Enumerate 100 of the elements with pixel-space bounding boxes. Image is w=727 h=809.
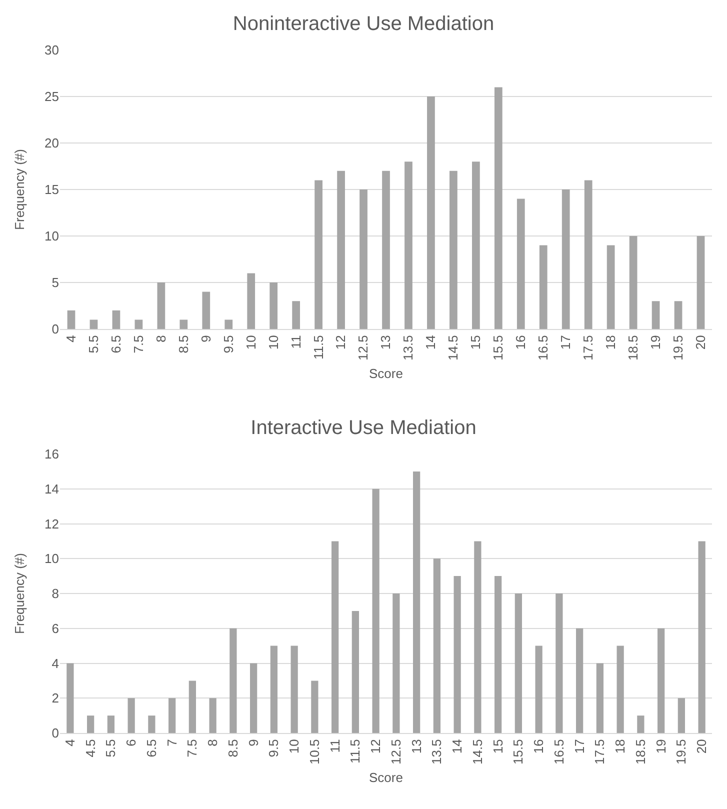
bar <box>247 273 256 329</box>
y-axis-title: Frequency (#) <box>12 149 27 230</box>
bar <box>209 698 216 733</box>
y-tick-label: 15 <box>44 182 59 198</box>
bar <box>90 320 98 329</box>
x-tick-label: 10 <box>286 739 302 754</box>
y-tick-label: 2 <box>52 690 59 706</box>
x-tick-label: 8.5 <box>176 335 191 354</box>
bar <box>382 170 390 329</box>
bar <box>404 162 412 329</box>
bar <box>360 190 368 329</box>
bar <box>87 716 94 733</box>
x-tick-label: 19 <box>653 739 668 754</box>
x-tick-label: 14 <box>423 335 438 350</box>
x-tick-label: 9.5 <box>220 335 236 354</box>
x-tick-label: 11.5 <box>348 739 363 764</box>
bar <box>332 541 339 733</box>
x-tick-label: 15 <box>490 739 506 754</box>
y-tick-label: 8 <box>52 586 59 602</box>
x-axis-title: Score <box>369 770 403 785</box>
x-tick-label: 17 <box>558 335 574 350</box>
x-tick-label: 9 <box>198 335 214 342</box>
bar <box>270 646 278 733</box>
x-tick-label: 18.5 <box>626 335 641 361</box>
x-tick-label: 10 <box>243 335 258 350</box>
x-tick-label: 18 <box>603 335 618 350</box>
y-tick-label: 0 <box>52 726 59 741</box>
x-tick-label: 17.5 <box>592 739 608 765</box>
y-tick-label: 30 <box>44 42 59 58</box>
bar <box>450 170 458 329</box>
x-tick-label: 13 <box>408 739 424 754</box>
bar <box>337 170 345 329</box>
bar <box>413 471 420 733</box>
x-tick-label: 15.5 <box>490 335 506 361</box>
x-tick-label: 6.5 <box>108 335 124 354</box>
bar <box>637 716 644 733</box>
bar <box>516 198 525 329</box>
bar <box>698 541 706 733</box>
x-tick-label: 12 <box>333 335 348 350</box>
x-tick-label: 14 <box>450 739 465 754</box>
y-tick-label: 10 <box>44 228 59 244</box>
x-tick-label: 6 <box>124 739 139 746</box>
bar <box>596 663 604 733</box>
x-tick-label: 18.5 <box>632 739 648 765</box>
bar <box>454 576 461 733</box>
bar <box>372 488 380 733</box>
x-tick-label: 4 <box>63 335 78 342</box>
bar <box>629 236 638 329</box>
bar <box>494 576 502 733</box>
y-tick-label: 12 <box>44 516 59 532</box>
x-tick-label: 13.5 <box>429 739 444 765</box>
x-tick-label: 20 <box>692 335 708 350</box>
x-tick-label: 4.5 <box>82 739 98 758</box>
x-tick-label: 16.5 <box>536 335 551 361</box>
bar <box>134 320 143 329</box>
x-tick-label: 17.5 <box>580 335 596 361</box>
x-tick-label: 10 <box>266 335 281 350</box>
bar <box>392 594 400 733</box>
bar <box>224 320 233 329</box>
y-tick-label: 4 <box>52 656 59 671</box>
bar <box>148 716 156 733</box>
x-tick-label: 19.5 <box>670 335 686 361</box>
bar <box>539 245 548 329</box>
bar <box>292 301 300 329</box>
bar <box>616 646 624 733</box>
bar <box>514 594 522 733</box>
x-tick-label: 8 <box>153 335 168 342</box>
bar <box>230 628 237 733</box>
x-tick-label: 11 <box>288 335 304 349</box>
bar <box>696 236 705 329</box>
y-axis-title: Frequency (#) <box>12 553 27 634</box>
x-tick-label: 12.5 <box>388 739 404 765</box>
bar <box>433 558 440 733</box>
x-tick-label: 4 <box>62 739 78 746</box>
y-tick-label: 0 <box>52 322 59 337</box>
x-tick-label: 6.5 <box>144 739 159 758</box>
x-tick-label: 13.5 <box>400 335 416 361</box>
bar <box>290 646 298 733</box>
x-tick-label: 16.5 <box>551 739 566 765</box>
y-tick-label: 20 <box>44 136 59 151</box>
x-tick-label: 13 <box>378 335 394 350</box>
x-tick-label: 9.5 <box>266 739 282 758</box>
y-tick-label: 16 <box>44 446 59 462</box>
bar <box>314 180 322 329</box>
bar <box>606 245 615 329</box>
bar <box>180 320 188 329</box>
bar <box>674 301 682 329</box>
x-axis-title: Score <box>369 366 403 381</box>
x-tick-label: 12 <box>368 739 384 754</box>
bar <box>67 310 76 329</box>
x-tick-label: 7.5 <box>130 335 146 354</box>
bar <box>112 310 120 329</box>
bar <box>494 87 502 329</box>
x-tick-label: 7.5 <box>184 739 200 758</box>
bar <box>270 282 278 329</box>
bar <box>250 663 258 733</box>
bar <box>535 646 542 733</box>
bar <box>678 698 685 733</box>
x-tick-label: 14.5 <box>470 739 485 765</box>
x-tick-label: 15 <box>468 335 484 350</box>
